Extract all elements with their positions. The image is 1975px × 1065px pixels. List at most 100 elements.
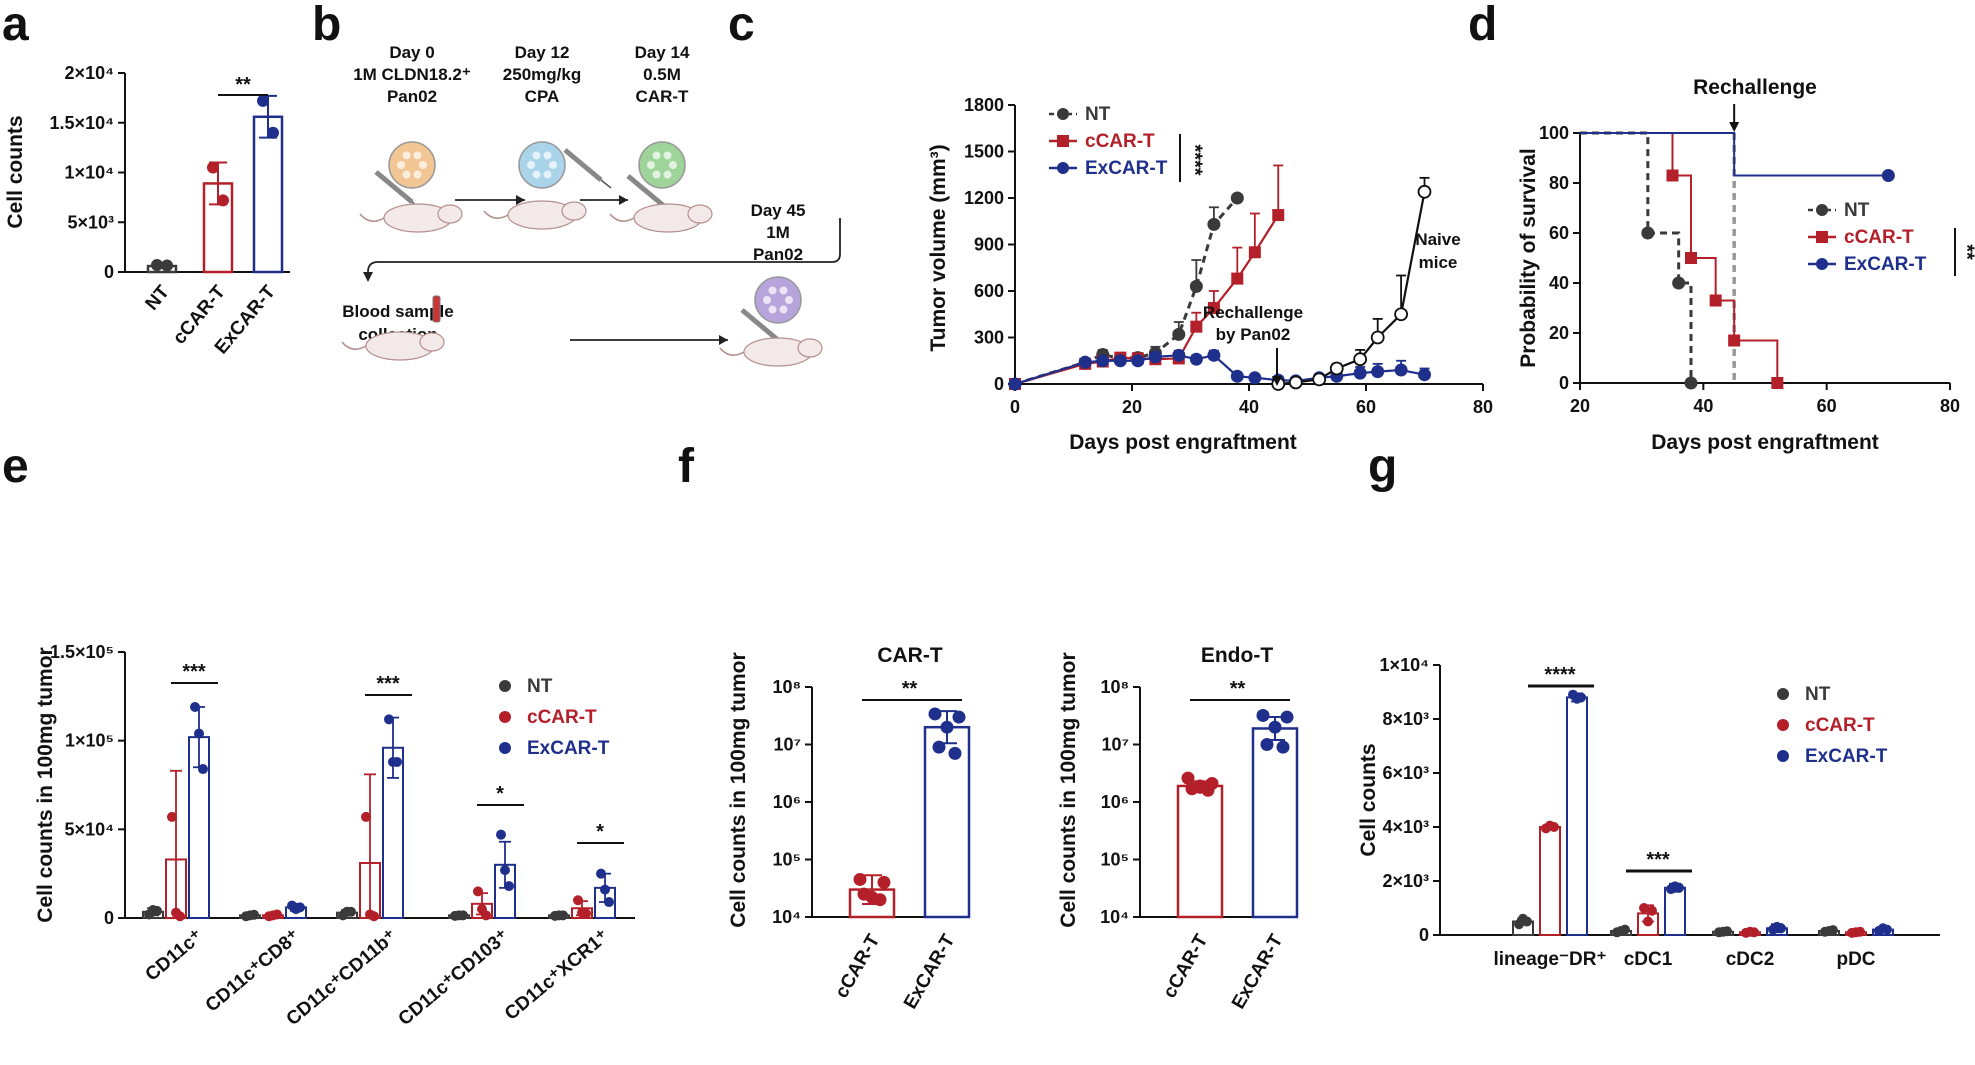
g-bar [1566,696,1588,937]
b-mouse-icon-tail [719,347,745,356]
d-legend-marker-2 [1816,258,1828,270]
c-legend-marker-0 [1057,108,1069,120]
c-data-point [1207,302,1220,315]
b-rechallenge-dish [754,276,802,324]
f1-data-point [928,707,942,721]
panel-label-b: b [312,0,341,51]
g-legend-label-1: cCAR-T [1805,715,1875,736]
c-y-tick-label: 1200 [964,188,1004,208]
f2-data-point [1181,771,1195,785]
g-sig-label: *** [1646,849,1670,871]
d-y-tick-label: 100 [1539,123,1569,143]
c-data-point [1230,191,1244,205]
b-cpa-dish-cell [527,161,535,169]
d-rechallenge-arrow-head [1729,122,1740,132]
b-step-text: Day 12 [515,43,570,62]
g-data-point [1620,924,1630,935]
f2-y-tick-label: 10⁴ [1100,907,1129,927]
f2-x-tick-label: cCAR-T [1159,931,1212,1002]
c-data-point [1353,352,1368,367]
b-mouse-icon-head [797,338,823,358]
e-data-point [473,886,483,897]
g-legend-label-0: NT [1805,684,1831,705]
f1-data-point [952,710,966,724]
b-syringe-icon [563,148,603,182]
f2-data-point [1260,738,1274,751]
b-cart-dish-cell [652,151,661,160]
c-data-point [1172,327,1186,341]
f1-sig-label: ** [902,678,918,700]
b-arrow-head [719,335,728,345]
b-rechallenge-dish-cell [763,296,771,304]
c-y-label: Tumor volume (mm³) [927,144,950,351]
b-syringe-icon [740,308,780,342]
c-series-line-0 [1014,197,1239,386]
a-y-tick-label: 0 [104,262,114,282]
e-data-point [272,909,282,920]
g-data-point [1522,916,1532,927]
b-cart-dish-cell [669,161,677,169]
f1-bar [923,725,971,919]
e-data-point [596,868,606,879]
e-data-point [198,764,208,775]
b-rechallenge-dish-cell [768,286,777,295]
a-data-point [207,161,219,174]
e-data-point [600,884,610,895]
d-y-label: Probability of survival [1517,148,1540,367]
c-data-point [1096,354,1110,368]
e-data-point [175,911,185,922]
c-data-point [1288,375,1303,390]
c-series-line-3 [1278,191,1426,386]
g-data-point [1828,925,1838,936]
e-legend-marker-1 [499,711,511,723]
e-data-point [581,908,591,919]
b-syringe-icon [374,170,414,204]
b-cart-dish [638,141,686,189]
b-arrow-head [516,195,525,205]
b-mouse-icon-tail [341,341,367,350]
c-data-point [1148,350,1162,364]
b-tumor-cell-dish-cell [397,161,405,169]
b-step-text: Day 0 [389,43,434,62]
d-x-label: Days post engraftment [1651,431,1879,454]
d-data-point [1641,226,1655,240]
b-step-text: Pan02 [753,245,803,264]
d-legend-label-2: ExCAR-T [1844,254,1927,275]
c-data-point [1131,354,1145,368]
b-cpa-dish-cell [543,170,552,179]
d-data-point [1684,376,1698,390]
b-mouse-icon-head [419,332,445,352]
d-x-tick-label: 40 [1693,396,1713,416]
g-legend-marker-1 [1777,719,1789,731]
c-data-point [1418,368,1431,382]
c-x-tick-label: 0 [1010,397,1020,417]
c-x-tick-label: 60 [1356,397,1376,417]
d-legend-marker-1 [1816,231,1828,243]
f2-data-point [1268,720,1282,734]
c-data-point [1207,217,1221,231]
c-y-tick-label: 900 [974,235,1004,255]
d-legend-marker-0 [1816,204,1828,216]
b-step-text: Pan02 [387,87,437,106]
g-data-point [1749,927,1759,938]
e-y-tick-label: 1.5×10⁵ [50,642,114,662]
b-tumor-cell-dish-cell [402,151,411,160]
a-y-tick-label: 5×10³ [67,212,114,232]
c-data-point [1370,330,1385,345]
f2-data-point [1280,710,1294,724]
f1-data-point [948,746,962,760]
b-step-text: 1M [766,223,790,242]
g-bar [1664,886,1686,936]
f2-title: Endo-T [1201,644,1273,667]
b-cart-dish-cell [663,151,672,160]
d-x-tick-label: 80 [1940,396,1960,416]
c-data-point [1008,377,1022,391]
f2-y-tick-label: 10⁵ [1101,850,1129,870]
panel-label-d: d [1468,0,1497,51]
a-data-point [161,259,173,272]
e-legend-marker-2 [499,742,511,754]
g-x-tick-label: cDC2 [1726,949,1775,970]
g-data-point [1855,926,1865,937]
f1-data-point [877,875,891,889]
b-mouse-icon-head [561,201,587,221]
